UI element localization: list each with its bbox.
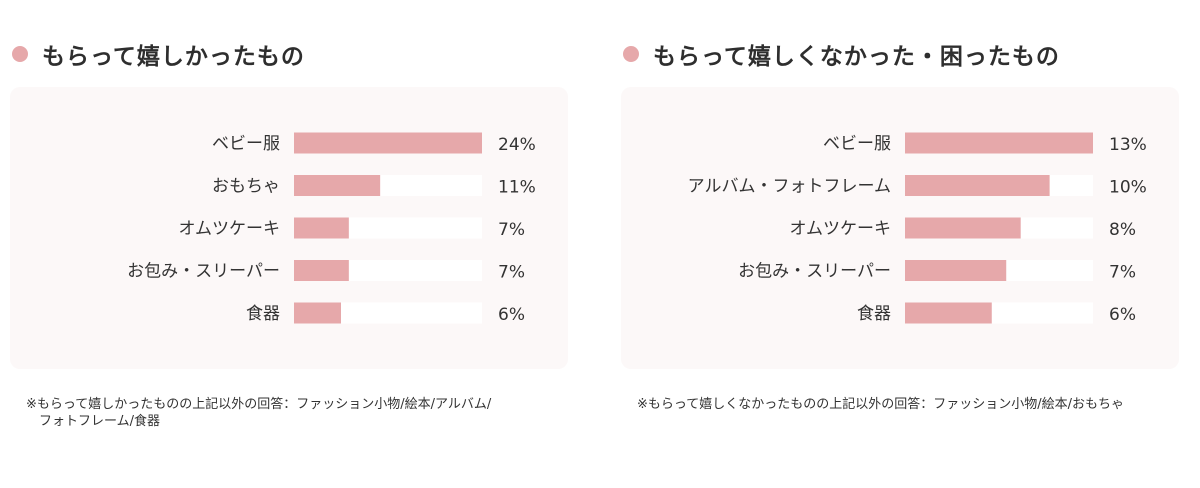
bar: [905, 260, 1007, 281]
chart-card: ベビー服 24% おもちゃ 11% オムツケーキ 7% お包み・スリーパー 7% 食器 6%: [10, 87, 568, 369]
value-label: 10%: [1109, 178, 1147, 198]
bar: [905, 217, 1021, 239]
panel-heading: もらって嬉しくなかった・困ったもの: [623, 38, 1060, 70]
category-label: お包み・スリーパー: [127, 262, 280, 282]
category-label: アルバム・フォトフレーム: [688, 177, 891, 197]
footnote: ※もらって嬉しくなかったものの上記以外の回答：ファッション小物/絵本/おもちゃ: [637, 396, 1177, 413]
category-label: 食器: [857, 304, 891, 324]
footnote-line: フォトフレーム/食器: [39, 414, 160, 429]
value-label: 7%: [498, 263, 525, 283]
bullet-dot-icon: [623, 46, 639, 62]
chart-card: ベビー服 13% アルバム・フォトフレーム 10% オムツケーキ 8% お包み・スリーパー 7…: [621, 87, 1179, 369]
category-label: おもちゃ: [212, 177, 280, 197]
bar: [905, 175, 1050, 196]
value-label: 6%: [1109, 305, 1136, 325]
category-label: ベビー服: [823, 134, 891, 154]
value-label: 13%: [1109, 135, 1147, 155]
value-label: 7%: [1109, 263, 1136, 283]
panel-heading: もらって嬉しかったもの: [12, 38, 305, 70]
category-label: 食器: [246, 304, 280, 324]
value-label: 7%: [498, 220, 525, 240]
bar: [905, 302, 992, 324]
category-label: ベビー服: [212, 134, 280, 154]
chart-panel-unhappy: もらって嬉しくなかった・困ったもの ベビー服 13% アルバム・フォトフレーム 10%…: [611, 0, 1200, 488]
footnote-line: ※もらって嬉しくなかったものの上記以外の回答：ファッション小物/絵本/おもちゃ: [637, 397, 1125, 412]
value-label: 11%: [498, 178, 536, 198]
bar: [294, 217, 349, 239]
category-label: お包み・スリーパー: [738, 262, 891, 282]
value-label: 6%: [498, 305, 525, 325]
footnote: ※もらって嬉しかったものの上記以外の回答：ファッション小物/絵本/アルバム/ フ…: [26, 396, 566, 430]
bar: [905, 132, 1093, 154]
category-label: オムツケーキ: [179, 219, 281, 239]
chart-panel-happy: もらって嬉しかったもの ベビー服 24% おもちゃ 11% オムツケーキ 7% お包み・スリ…: [10, 38, 568, 430]
bar: [294, 260, 349, 281]
footnote-line: ※もらって嬉しかったものの上記以外の回答：ファッション小物/絵本/アルバム/: [26, 397, 492, 412]
bar-chart: ベビー服 13% アルバム・フォトフレーム 10% オムツケーキ 8% お包み・スリーパー 7…: [688, 132, 1147, 325]
bar: [294, 302, 341, 324]
value-label: 24%: [498, 135, 536, 155]
chart-title: もらって嬉しくなかった・困ったもの: [653, 44, 1060, 70]
category-label: オムツケーキ: [790, 219, 892, 239]
bullet-dot-icon: [12, 46, 28, 62]
bar-chart: ベビー服 24% おもちゃ 11% オムツケーキ 7% お包み・スリーパー 7% 食器 6%: [127, 132, 536, 325]
chart-title: もらって嬉しかったもの: [42, 44, 305, 70]
value-label: 8%: [1109, 220, 1136, 240]
bar: [294, 132, 482, 154]
bar: [294, 175, 381, 196]
